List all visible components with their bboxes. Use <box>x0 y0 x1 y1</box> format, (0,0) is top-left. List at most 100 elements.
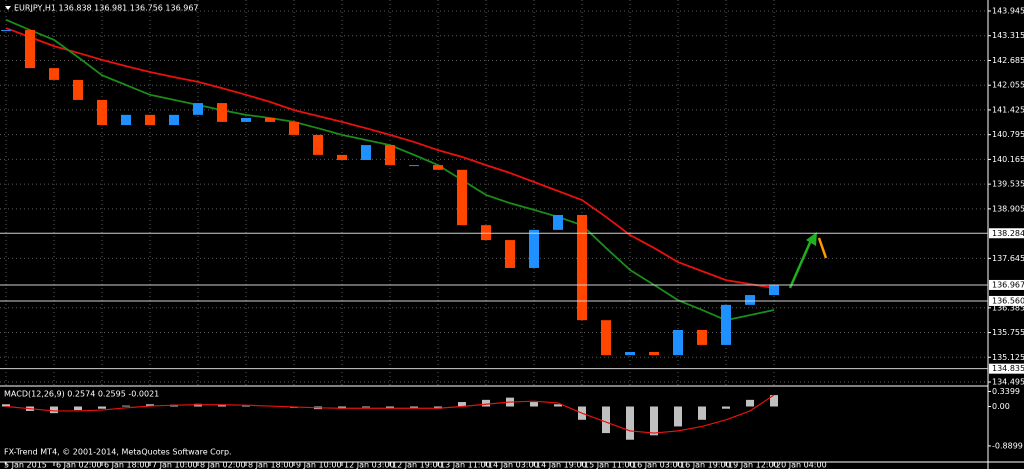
candle <box>193 103 203 115</box>
candle <box>745 295 755 305</box>
candle <box>409 165 419 167</box>
y-tick-label: 134.495 <box>992 378 1024 387</box>
macd-bar <box>602 406 610 434</box>
y-tick-label: 0.00 <box>992 402 1010 411</box>
y-tick-label: 139.535 <box>992 180 1024 189</box>
candle <box>553 214 563 230</box>
macd-bar <box>50 406 58 414</box>
y-tick-label: 0.3399 <box>992 387 1020 396</box>
macd-bar <box>218 405 226 407</box>
x-tick-label: 12 Jan 03:00 <box>344 461 395 469</box>
candle <box>769 284 779 296</box>
candle <box>49 68 59 80</box>
y-tick-label: -0.8899 <box>992 441 1023 450</box>
y-tick-label: 142.685 <box>992 56 1024 65</box>
candle <box>433 165 443 170</box>
x-tick-label: 9 Jan 10:00 <box>296 461 342 469</box>
candle <box>289 121 299 135</box>
x-tick-label: 16 Jan 03:00 <box>632 461 683 469</box>
indicator-line <box>5 394 775 434</box>
x-tick-label: 14 Jan 19:00 <box>536 461 587 469</box>
indicator-line <box>5 27 775 289</box>
candle <box>481 225 491 241</box>
level-label-box <box>989 279 1024 290</box>
macd-bar <box>434 406 442 409</box>
macd-bar <box>530 402 538 407</box>
y-tick-label: 141.425 <box>992 105 1024 114</box>
macd-bar <box>650 406 658 436</box>
y-tick-label: 135.755 <box>992 328 1024 337</box>
copyright: FX-Trend MT4, © 2001-2014, MetaQuotes So… <box>4 448 232 457</box>
candle <box>313 134 323 155</box>
candle <box>721 304 731 345</box>
macd-bar <box>2 404 10 407</box>
level-label: 136.967 <box>992 280 1024 289</box>
macd-title: MACD(12,26,9) 0.2574 0.2595 -0.0021 <box>4 390 159 399</box>
macd-bar <box>698 406 706 420</box>
forecast-arrow <box>788 237 814 289</box>
y-tick-label: 135.125 <box>992 353 1024 362</box>
x-tick-label: 20 Jan 04:00 <box>776 461 827 469</box>
macd-bar <box>242 405 250 407</box>
x-tick-label: 16 Jan 19:00 <box>680 461 731 469</box>
y-tick-label: 140.165 <box>992 155 1024 164</box>
symbol-marker <box>5 6 11 10</box>
macd-bar <box>458 402 466 407</box>
x-tick-label: 6 Jan 18:00 <box>104 461 150 469</box>
y-tick-label: 142.055 <box>992 81 1024 90</box>
candle <box>25 30 35 69</box>
x-tick-label: 8 Jan 18:00 <box>248 461 294 469</box>
macd-bar <box>554 404 562 407</box>
forecast-arrow-head <box>806 232 817 246</box>
level-label-box <box>989 228 1024 239</box>
candle <box>337 154 347 160</box>
candle <box>577 214 587 321</box>
macd-bar <box>74 406 82 411</box>
candle <box>121 114 131 126</box>
macd-bar <box>674 406 682 427</box>
candle <box>1 30 11 32</box>
macd-bar <box>98 406 106 409</box>
macd-bar <box>146 404 154 407</box>
x-tick-label: 19 Jan 12:00 <box>728 461 779 469</box>
y-tick-label: 143.945 <box>992 6 1024 15</box>
y-tick-label: 137.645 <box>992 254 1024 263</box>
y-tick-label: 140.795 <box>992 130 1024 139</box>
macd-bar <box>482 399 490 407</box>
macd-bar <box>770 395 778 407</box>
x-tick-label: 13 Jan 11:00 <box>440 461 491 469</box>
x-tick-label: 8 Jan 02:00 <box>200 461 246 469</box>
candle <box>529 229 539 268</box>
candle <box>169 114 179 126</box>
y-tick-label: 143.315 <box>992 31 1024 40</box>
x-tick-label: 14 Jan 03:00 <box>488 461 539 469</box>
candle <box>145 114 155 126</box>
candle <box>97 99 107 126</box>
x-tick-label: 7 Jan 10:00 <box>152 461 198 469</box>
level-label-box <box>989 295 1024 306</box>
macd-bar <box>722 406 730 409</box>
candle <box>385 145 395 166</box>
macd-bar <box>362 406 370 408</box>
level-label: 136.560 <box>992 296 1024 305</box>
candle <box>217 103 227 122</box>
macd-bar <box>746 399 754 407</box>
candle <box>601 320 611 356</box>
macd-bar <box>338 406 346 409</box>
chart-title: EURJPY,H1 136.838 136.981 136.756 136.96… <box>14 4 199 13</box>
level-label: 134.835 <box>992 364 1024 373</box>
candle <box>241 117 251 122</box>
x-tick-label: 5 Jan 2015 <box>4 461 47 469</box>
candle <box>73 79 83 100</box>
level-label: 138.284 <box>992 229 1024 238</box>
candle <box>361 145 371 160</box>
macd-bar <box>626 406 634 440</box>
x-tick-label: 12 Jan 19:00 <box>392 461 443 469</box>
candle <box>697 329 707 345</box>
candle <box>457 169 467 226</box>
forecast-arrow <box>817 237 828 259</box>
candle <box>673 329 683 356</box>
